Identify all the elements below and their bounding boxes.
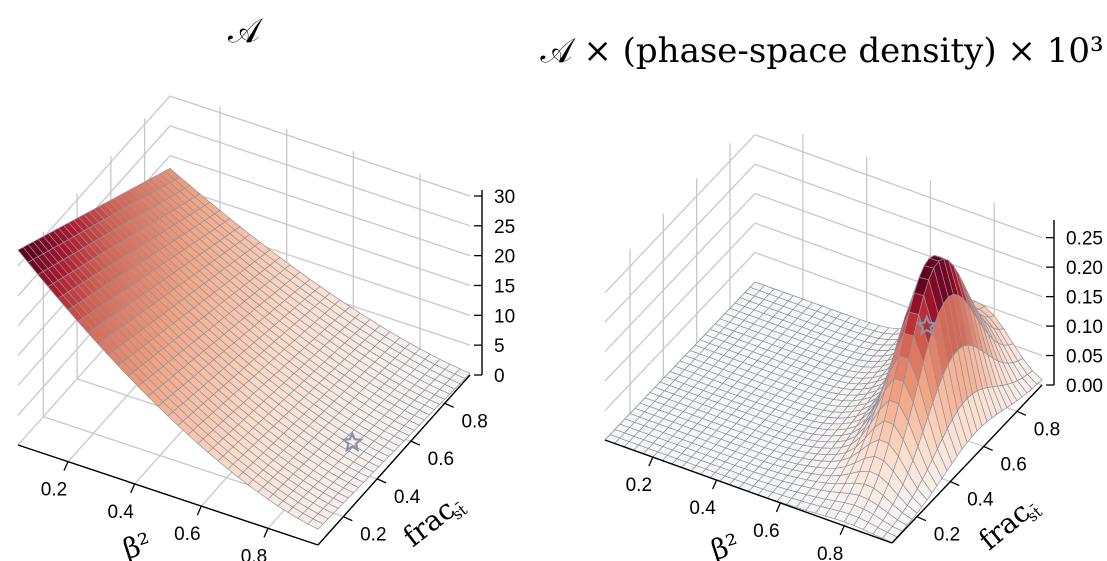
grid-line [169,184,471,287]
x-tick-label: 0.4 [107,502,134,523]
y-tick-label: 0.8 [1034,419,1060,440]
grid-line [754,134,1043,239]
x-tick-mark [839,525,845,536]
x-tick-mark [130,483,136,494]
z-tick-label: 30 [494,187,515,208]
x-tick-mark [63,461,69,471]
star-marker [340,430,364,453]
grid-line [754,192,1043,298]
z-tick-label: 0.00 [1066,376,1103,397]
z-tick-label: 25 [494,217,515,238]
x-axis-line [604,439,893,544]
surface-plot-amplitude-density: 𝒜 × (phase-space density) × 10³ 0.20.40.… [540,31,1103,561]
star-marker [915,314,939,336]
z-tick-label: 5 [494,336,505,357]
grid-line [604,163,756,323]
y-tick-mark [950,480,960,487]
x-tick-label: 0.6 [174,524,200,545]
x-tick-mark [775,502,781,513]
grid-line [169,125,471,227]
z-tick-label: 15 [494,276,515,297]
x-axis-line [17,444,319,546]
y-tick-label: 0.2 [934,525,960,546]
z-tick-label: 10 [494,306,515,327]
grid-line [169,95,471,197]
grid-line [169,155,471,257]
y-tick-label: 0.6 [1000,454,1026,475]
y-tick-label: 0.8 [461,411,487,432]
surface-patch [307,518,324,530]
z-tick-label: 0.25 [1066,229,1103,250]
z-tick-label: 0.20 [1066,258,1103,279]
grid-line [604,134,756,294]
x-tick-mark [712,479,718,490]
axes: 0.2 0.4 0.6 0.8 0.2 0.4 0.6 0.8 0.00 0.05 0.10 0.15… [604,220,1103,561]
x-tick-label: 0.8 [817,544,843,561]
z-tick-label: 0.10 [1066,317,1103,338]
surface-plot-amplitude: 𝒜 0.2 0.4 0.6 0.8 0.2 0.4 0.6 0.8 0 5 10 15 20 25 30 β… [17,11,515,561]
z-tick-label: 0.05 [1066,347,1103,368]
y-tick-mark [376,478,387,484]
z-tick-label: 0 [494,366,505,387]
y-tick-label: 0.2 [360,525,386,546]
y-axis-line [891,384,1043,544]
grid-line [754,222,1043,327]
y-axis-line [317,374,471,546]
z-tick-label: 0.15 [1066,288,1103,309]
x-tick-mark [196,505,202,516]
y-tick-mark [444,402,454,408]
y-tick-mark [983,445,993,452]
x-tick-label: 0.2 [626,475,652,496]
chart-title-amplitude-density: 𝒜 × (phase-space density) × 10³ [540,31,1103,71]
x-tick-label: 0.6 [753,521,779,542]
x-axis-label: β² [119,526,155,561]
surface [17,167,471,530]
axes: 0.2 0.4 0.6 0.8 0.2 0.4 0.6 0.8 0 5 10 15 20 25 30 [17,187,515,561]
x-tick-mark [263,528,269,538]
x-axis-label: β² [707,527,743,561]
y-tick-mark [916,516,927,522]
y-tick-mark [410,440,421,446]
z-tick-label: 20 [494,247,515,268]
y-tick-label: 0.4 [967,490,994,511]
y-tick-mark [1016,410,1027,416]
x-tick-label: 0.4 [689,498,716,519]
x-tick-label: 0.8 [241,546,267,561]
x-tick-mark [648,456,654,467]
chart-title-amplitude: 𝒜 [228,11,264,51]
y-tick-label: 0.6 [428,449,454,470]
y-tick-label: 0.4 [394,487,421,508]
surface [604,254,1043,543]
x-tick-label: 0.2 [41,480,67,501]
grid-line [754,163,1043,268]
y-tick-mark [343,516,353,522]
